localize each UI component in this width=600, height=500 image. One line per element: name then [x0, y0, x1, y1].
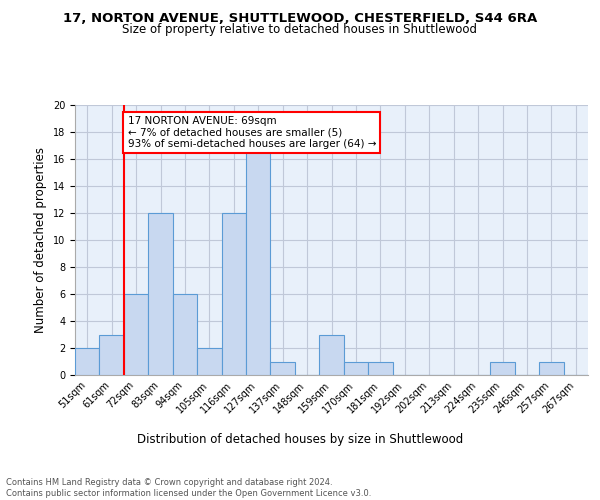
Bar [271, 362, 295, 375]
Bar [490, 362, 515, 375]
Text: 17, NORTON AVENUE, SHUTTLEWOOD, CHESTERFIELD, S44 6RA: 17, NORTON AVENUE, SHUTTLEWOOD, CHESTERF… [63, 12, 537, 26]
Bar [246, 146, 271, 375]
Text: Size of property relative to detached houses in Shuttlewood: Size of property relative to detached ho… [122, 24, 478, 36]
Bar [124, 294, 148, 375]
Bar [75, 348, 100, 375]
Bar [197, 348, 221, 375]
Text: Contains HM Land Registry data © Crown copyright and database right 2024.
Contai: Contains HM Land Registry data © Crown c… [6, 478, 371, 498]
Bar [221, 213, 246, 375]
Bar [319, 334, 344, 375]
Bar [344, 362, 368, 375]
Bar [100, 334, 124, 375]
Bar [539, 362, 563, 375]
Bar [173, 294, 197, 375]
Text: 17 NORTON AVENUE: 69sqm
← 7% of detached houses are smaller (5)
93% of semi-deta: 17 NORTON AVENUE: 69sqm ← 7% of detached… [128, 116, 376, 149]
Text: Distribution of detached houses by size in Shuttlewood: Distribution of detached houses by size … [137, 432, 463, 446]
Bar [148, 213, 173, 375]
Y-axis label: Number of detached properties: Number of detached properties [34, 147, 47, 333]
Bar [368, 362, 392, 375]
